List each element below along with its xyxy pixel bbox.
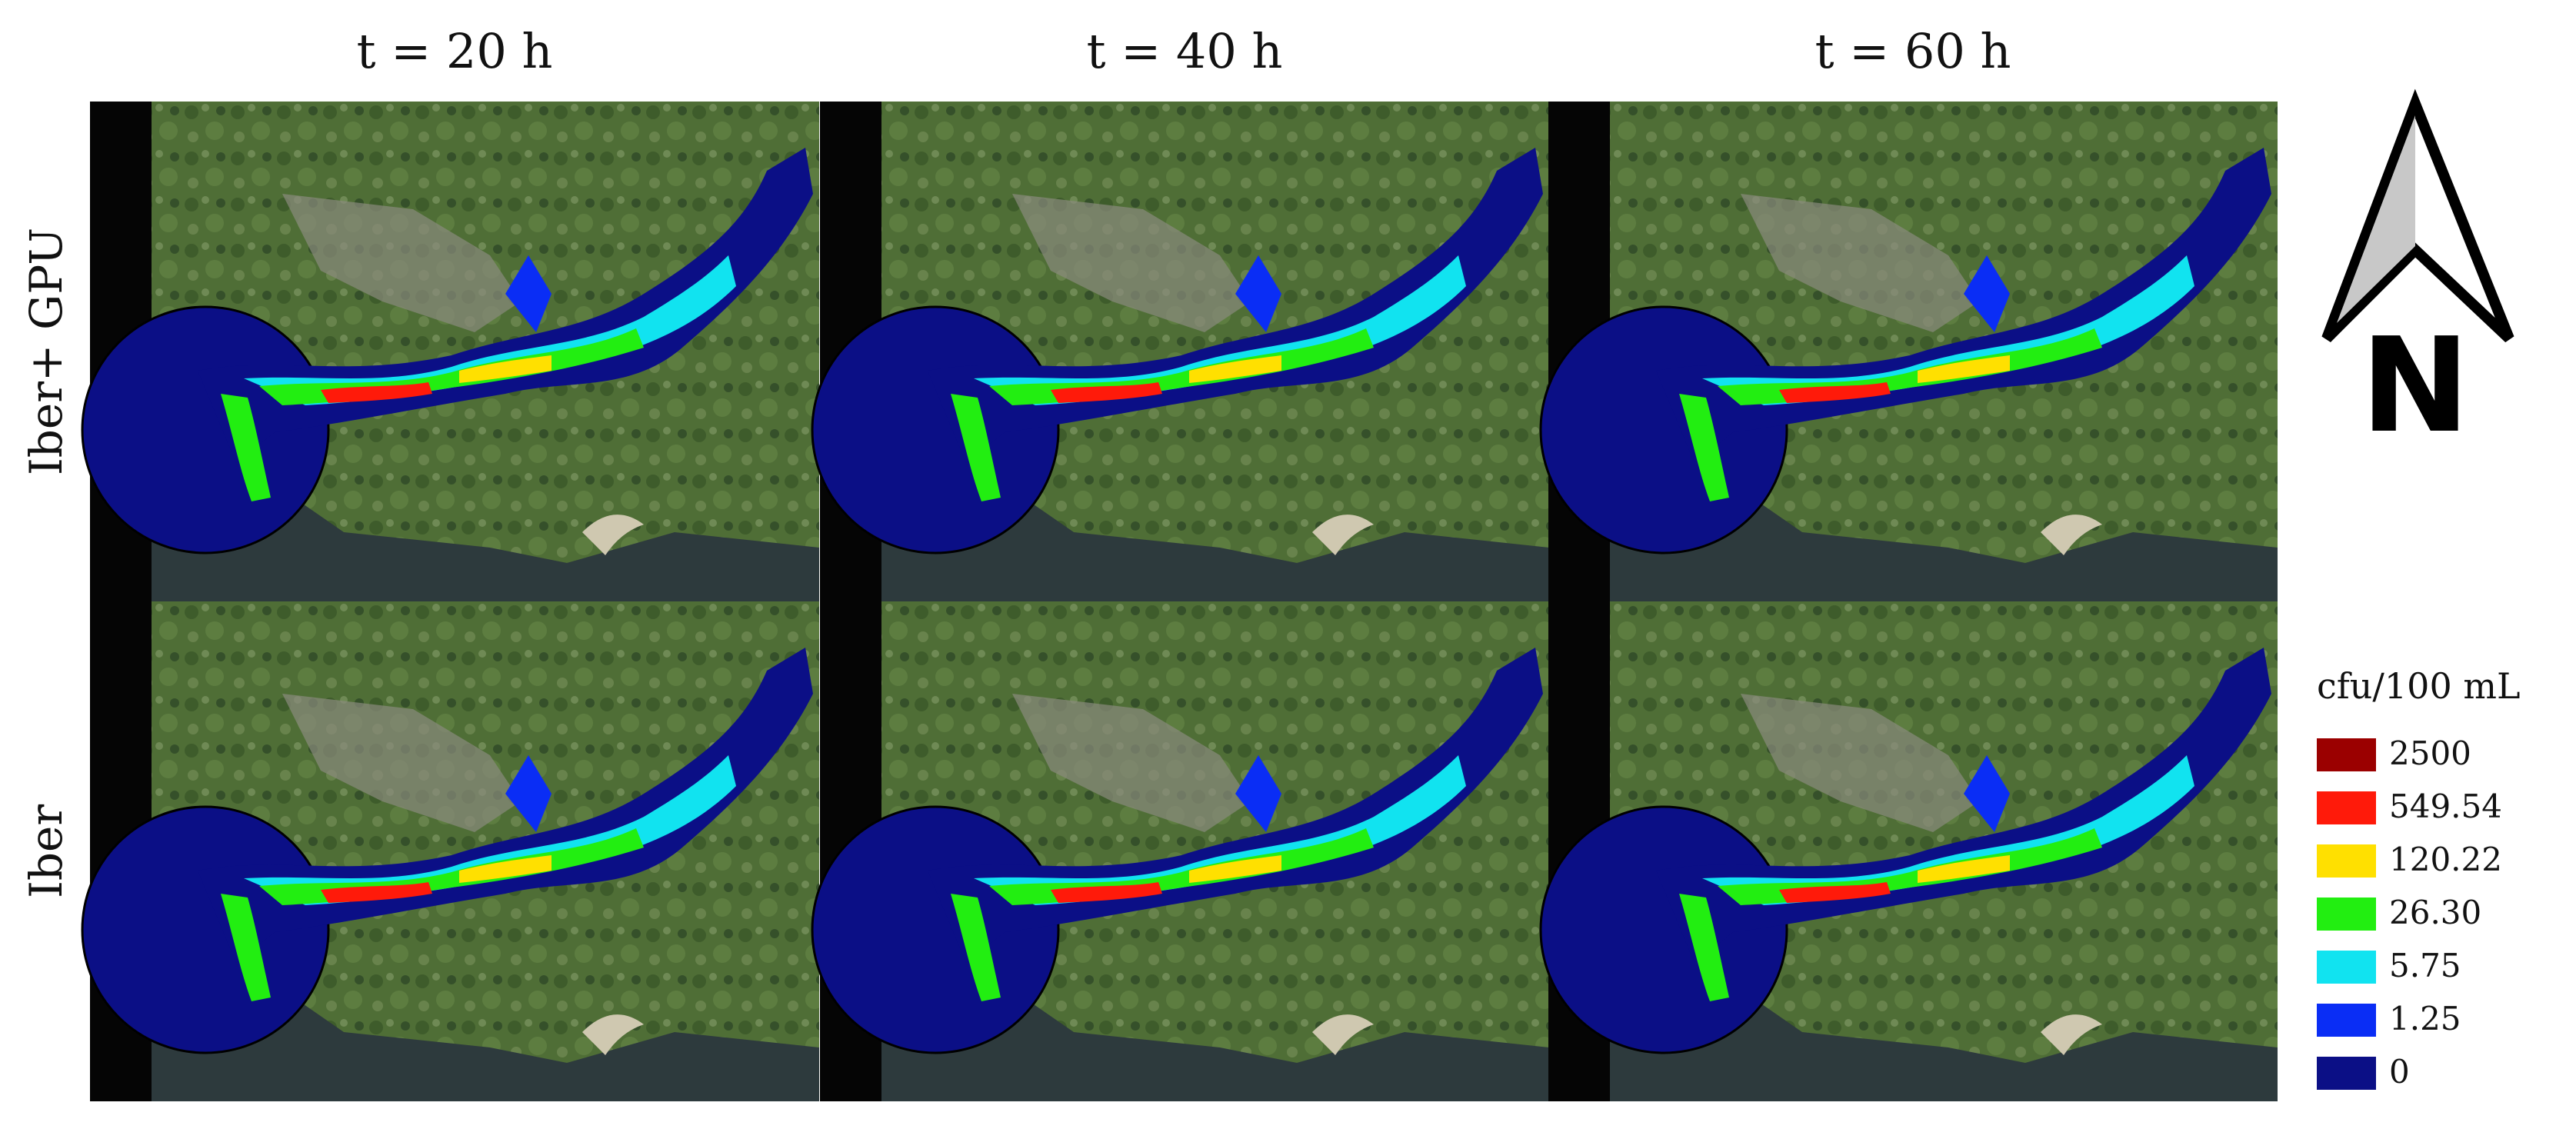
legend-label: 120.22 <box>2389 841 2502 878</box>
column-title: t = 20 h <box>357 23 553 79</box>
legend-label: 2500 <box>2389 734 2471 772</box>
column-title: t = 40 h <box>1087 23 1283 79</box>
map-panel <box>81 100 821 603</box>
map-panel <box>1539 600 2279 1103</box>
legend-label: 26.30 <box>2389 894 2481 931</box>
legend-label: 0 <box>2389 1053 2410 1091</box>
legend-swatch <box>2317 738 2376 771</box>
legend-label: 549.54 <box>2389 788 2502 825</box>
legend-swatch <box>2317 844 2376 878</box>
legend-swatch <box>2317 898 2376 931</box>
legend-label: 1.25 <box>2389 1000 2461 1037</box>
column-title: t = 60 h <box>1815 23 2011 79</box>
map-panel <box>811 100 1551 603</box>
legend-swatch <box>2317 1057 2376 1090</box>
legend-swatch <box>2317 791 2376 824</box>
north-arrow: N <box>2321 88 2514 462</box>
map-panel <box>1539 100 2279 603</box>
row-label: Iber+ GPU <box>20 228 72 475</box>
legend-swatch <box>2317 951 2376 984</box>
map-panels <box>81 100 2279 1103</box>
map-panel <box>811 600 1551 1103</box>
legend-label: 5.75 <box>2389 947 2461 984</box>
north-label: N <box>2361 310 2470 462</box>
map-panel <box>81 600 821 1103</box>
legend-title: cfu/100 mL <box>2317 665 2521 707</box>
row-label: Iber <box>20 804 72 898</box>
legend-swatch <box>2317 1004 2376 1037</box>
